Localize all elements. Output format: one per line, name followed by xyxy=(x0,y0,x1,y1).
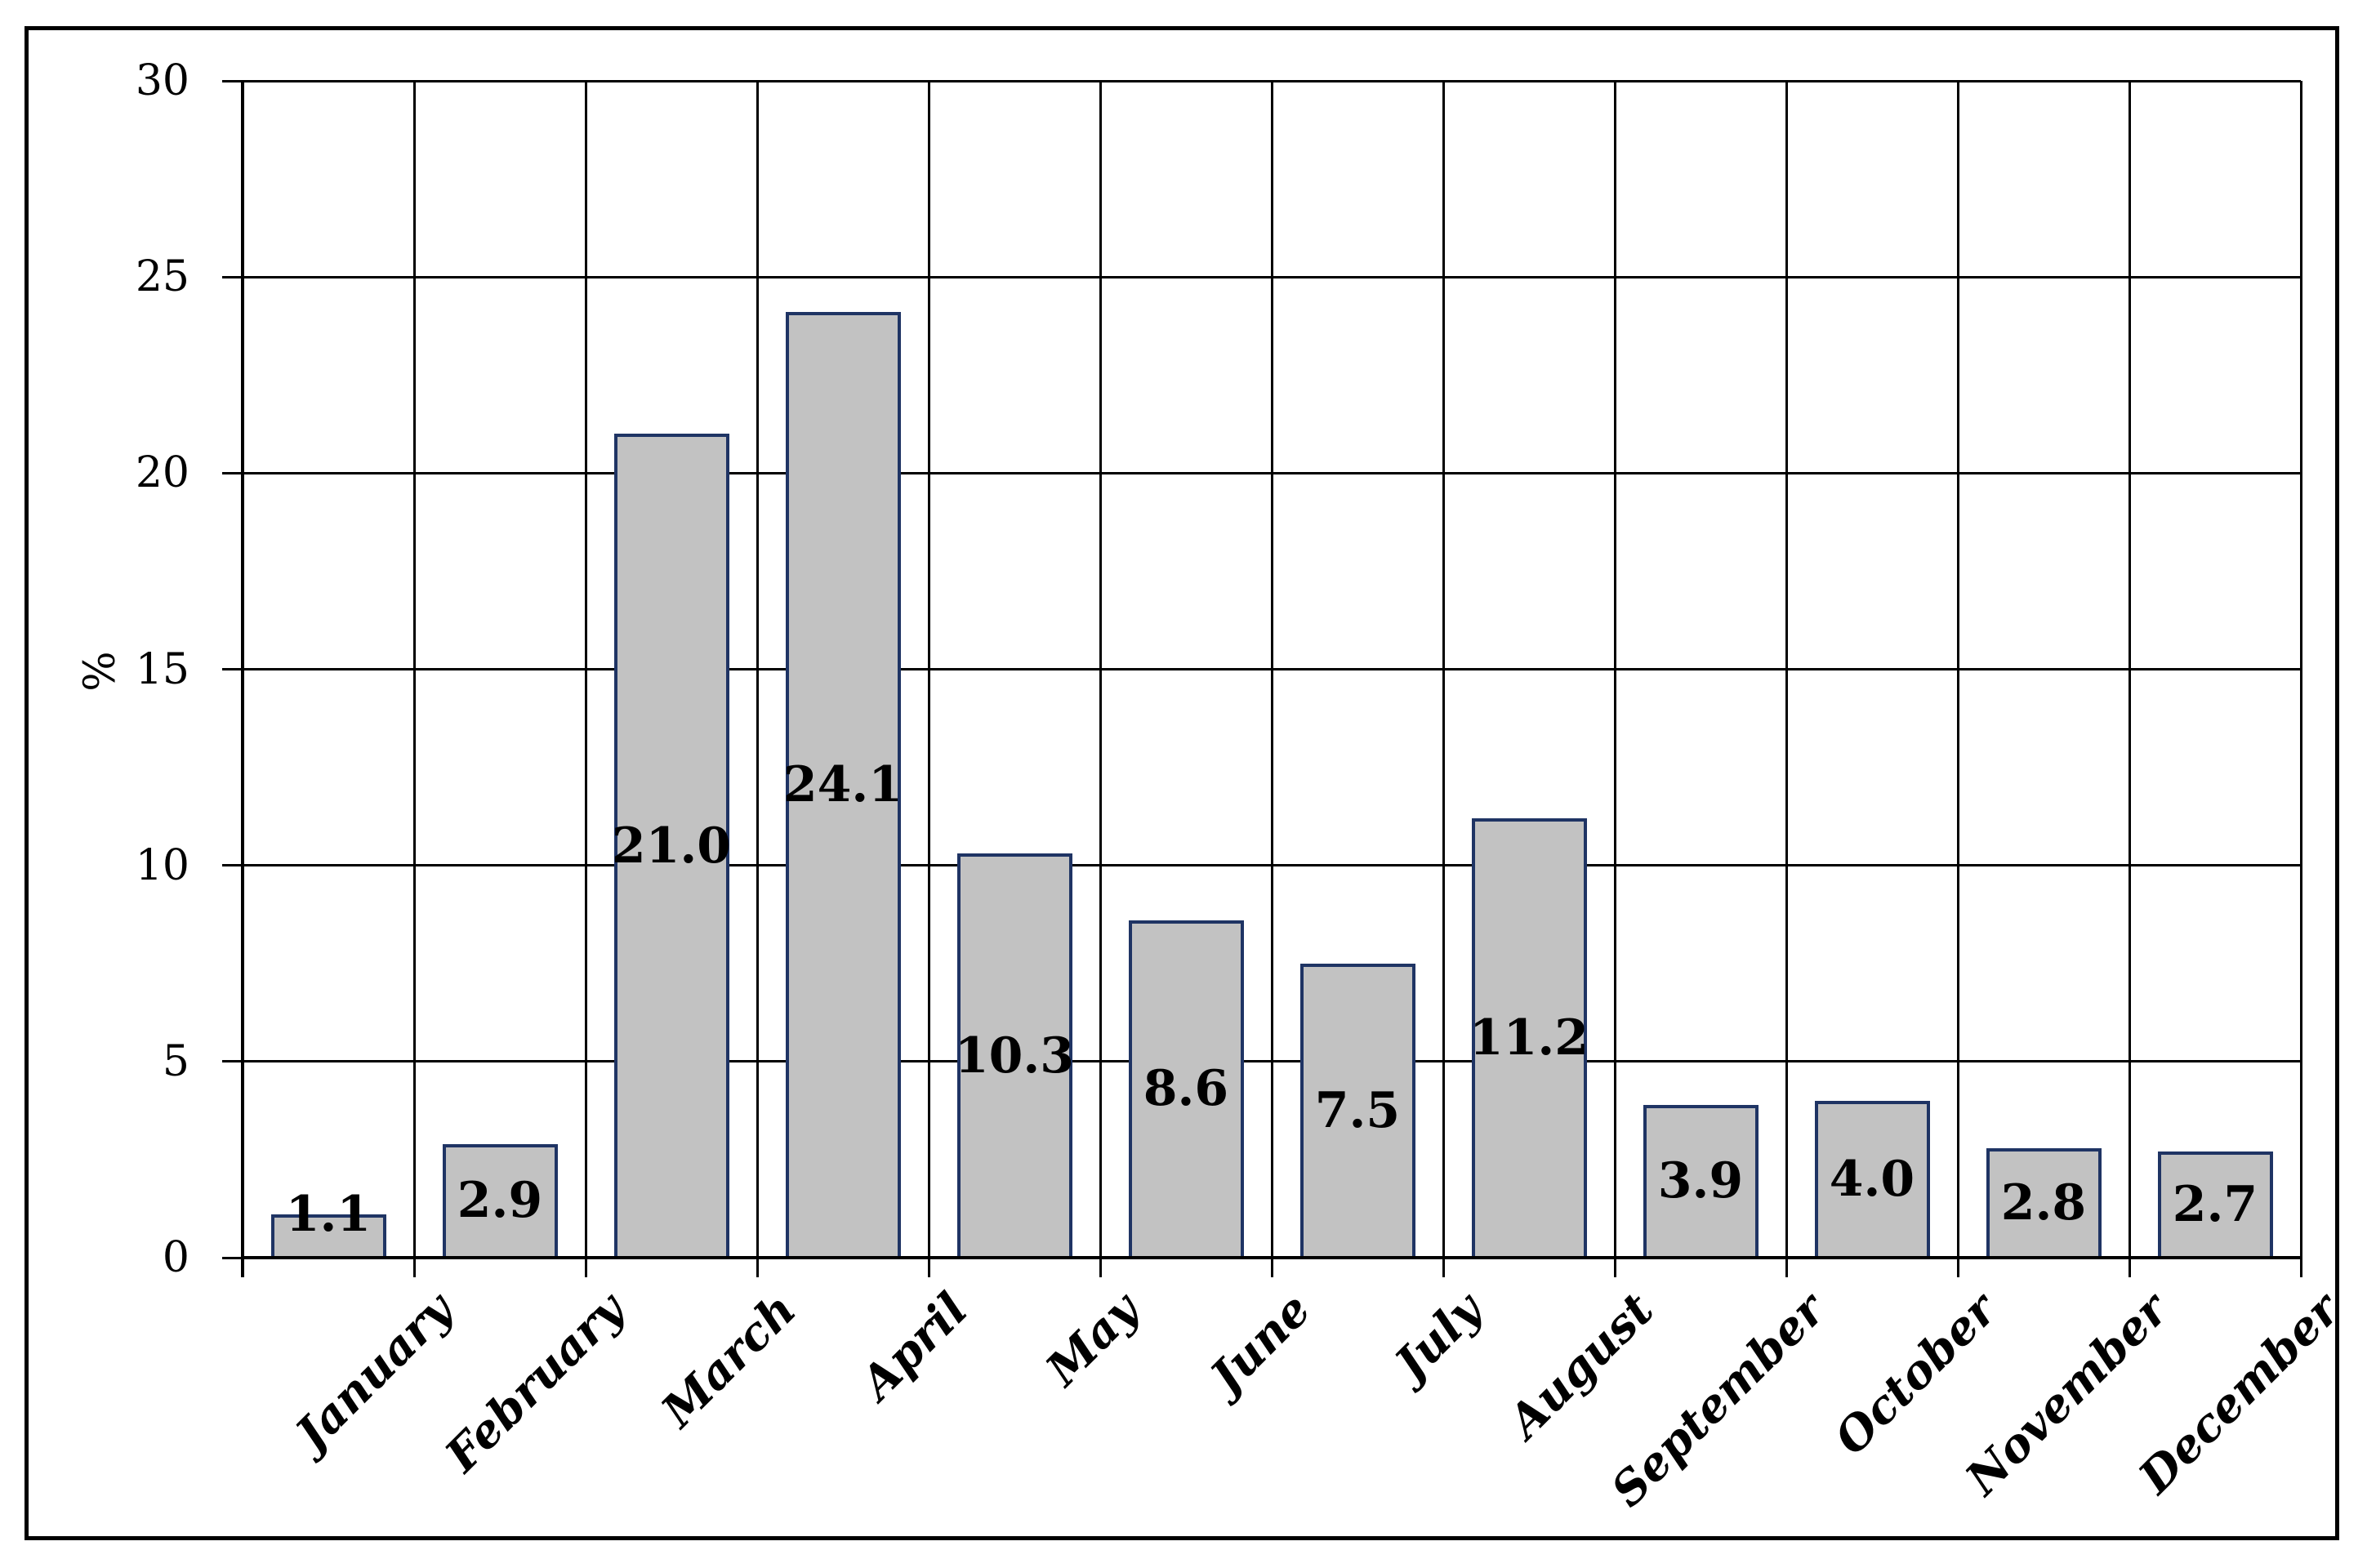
bar xyxy=(786,312,901,1258)
y-tick-label: 20 xyxy=(135,448,189,497)
y-tick-label: 0 xyxy=(162,1233,189,1282)
bar-value-label: 2.8 xyxy=(2000,1174,2087,1232)
bar xyxy=(443,1144,558,1258)
y-tick-label: 5 xyxy=(162,1037,189,1086)
v-gridline xyxy=(1099,81,1102,1258)
bar-value-label: 11.2 xyxy=(1469,1009,1589,1067)
x-tick-mark xyxy=(928,1258,930,1277)
bar-value-label: 7.5 xyxy=(1314,1082,1401,1139)
y-axis-line xyxy=(241,81,244,1277)
v-gridline xyxy=(585,81,587,1258)
x-tick-mark xyxy=(585,1258,587,1277)
y-axis-title: % xyxy=(76,651,125,692)
v-gridline xyxy=(2129,81,2131,1258)
y-tick-mark xyxy=(222,668,247,670)
x-tick-mark xyxy=(1442,1258,1445,1277)
v-gridline xyxy=(1614,81,1616,1258)
bar-value-label: 3.9 xyxy=(1657,1152,1744,1209)
v-gridline xyxy=(1957,81,1959,1258)
bar xyxy=(1815,1101,1930,1258)
bar xyxy=(957,853,1072,1258)
y-tick-mark xyxy=(222,864,247,866)
y-tick-mark xyxy=(222,1060,247,1062)
x-tick-mark xyxy=(413,1258,416,1277)
x-tick-mark xyxy=(1271,1258,1273,1277)
bar-value-label: 8.6 xyxy=(1143,1060,1229,1117)
x-tick-mark xyxy=(756,1258,759,1277)
y-tick-label: 30 xyxy=(135,56,189,105)
v-gridline xyxy=(1785,81,1788,1258)
bar xyxy=(1129,920,1244,1258)
v-gridline xyxy=(1271,81,1273,1258)
v-gridline xyxy=(756,81,759,1258)
v-gridline xyxy=(2300,81,2302,1258)
bar-value-label: 4.0 xyxy=(1829,1151,1915,1208)
x-tick-mark xyxy=(1614,1258,1616,1277)
y-tick-label: 25 xyxy=(135,252,189,301)
bar xyxy=(271,1214,386,1258)
chart-outer-frame xyxy=(25,26,2339,1540)
bar xyxy=(1643,1105,1759,1258)
bar xyxy=(1472,818,1587,1258)
y-tick-mark xyxy=(222,1257,247,1259)
bar xyxy=(1986,1148,2102,1258)
bar-value-label: 10.3 xyxy=(954,1027,1075,1085)
y-tick-mark xyxy=(222,276,247,278)
v-gridline xyxy=(1442,81,1445,1258)
bar xyxy=(1300,964,1415,1258)
y-tick-label: 15 xyxy=(135,645,189,694)
bar xyxy=(2158,1152,2273,1258)
x-tick-mark xyxy=(1785,1258,1788,1277)
x-tick-mark xyxy=(1957,1258,1959,1277)
bar-value-label: 2.9 xyxy=(457,1172,543,1229)
x-tick-mark xyxy=(2300,1258,2302,1277)
v-gridline xyxy=(413,81,416,1258)
bar-value-label: 21.0 xyxy=(611,817,732,875)
bar xyxy=(614,434,729,1258)
bar-value-label: 1.1 xyxy=(285,1186,372,1243)
y-tick-mark xyxy=(222,80,247,82)
x-axis-line xyxy=(241,1256,2301,1259)
y-tick-mark xyxy=(222,472,247,474)
bar-value-label: 2.7 xyxy=(2172,1176,2258,1233)
bar-value-label: 24.1 xyxy=(782,756,903,813)
x-tick-mark xyxy=(2129,1258,2131,1277)
y-tick-label: 10 xyxy=(135,841,189,890)
x-tick-mark xyxy=(1099,1258,1102,1277)
v-gridline xyxy=(928,81,930,1258)
